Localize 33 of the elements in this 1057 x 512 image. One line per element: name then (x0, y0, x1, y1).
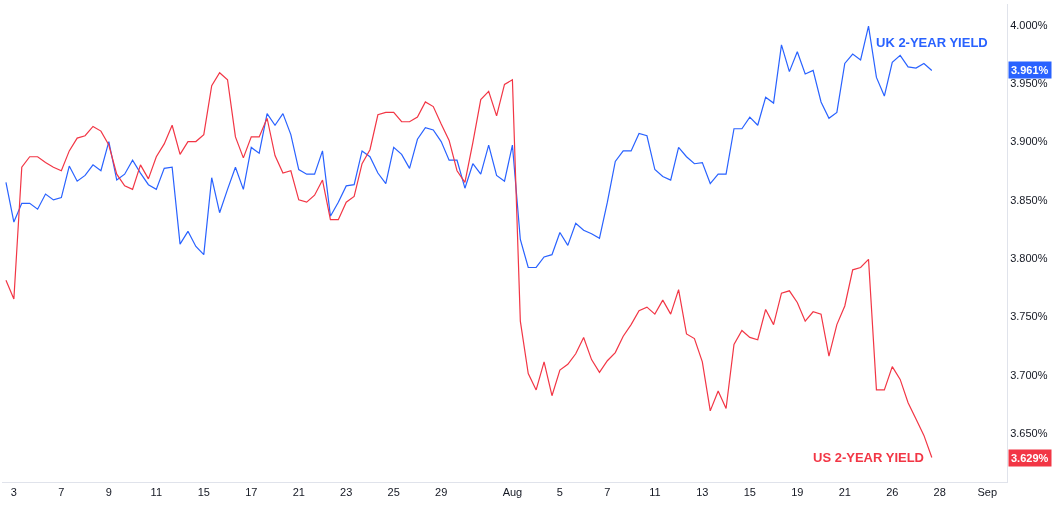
x-tick-label: 21 (838, 486, 851, 499)
x-tick-label: 13 (696, 486, 709, 499)
series-label: US 2-YEAR YIELD (813, 450, 925, 465)
x-tick-label: 15 (197, 486, 210, 499)
x-tick-label: Aug (502, 486, 523, 499)
x-tick-label: 11 (150, 486, 163, 499)
x-tick-label: 19 (791, 486, 804, 499)
x-tick-label: 7 (604, 486, 611, 499)
y-tick-label: 3.800% (1010, 252, 1048, 265)
series-label: UK 2-YEAR YIELD (876, 35, 988, 50)
x-tick-label: 23 (340, 486, 353, 499)
y-tick-label: 4.000% (1010, 18, 1048, 31)
x-tick-label: 3 (10, 486, 17, 499)
x-tick-label: 29 (435, 486, 448, 499)
annotation: 3.961% (1011, 64, 1049, 76)
x-tick-label: 11 (649, 486, 661, 499)
x-tick-label: 26 (886, 486, 899, 499)
y-tick-label: 3.750% (1010, 310, 1048, 323)
x-tick-label: 7 (58, 486, 65, 499)
x-tick-label: 5 (556, 486, 563, 499)
x-tick-label: 28 (933, 486, 946, 499)
y-tick-label: 3.850% (1010, 193, 1048, 206)
y-tick-label: 3.650% (1010, 426, 1048, 439)
x-tick-label: Sep (977, 486, 998, 499)
x-tick-label: 25 (387, 486, 400, 499)
x-tick-label: 9 (105, 486, 112, 499)
annotation: 3.629% (1011, 452, 1049, 464)
y-tick-label: 3.700% (1010, 368, 1048, 381)
x-tick-label: 15 (743, 486, 756, 499)
x-tick-label: 17 (245, 486, 258, 499)
y-tick-label: 3.950% (1010, 77, 1048, 90)
x-tick-label: 21 (292, 486, 305, 499)
y-tick-label: 3.900% (1010, 135, 1048, 148)
